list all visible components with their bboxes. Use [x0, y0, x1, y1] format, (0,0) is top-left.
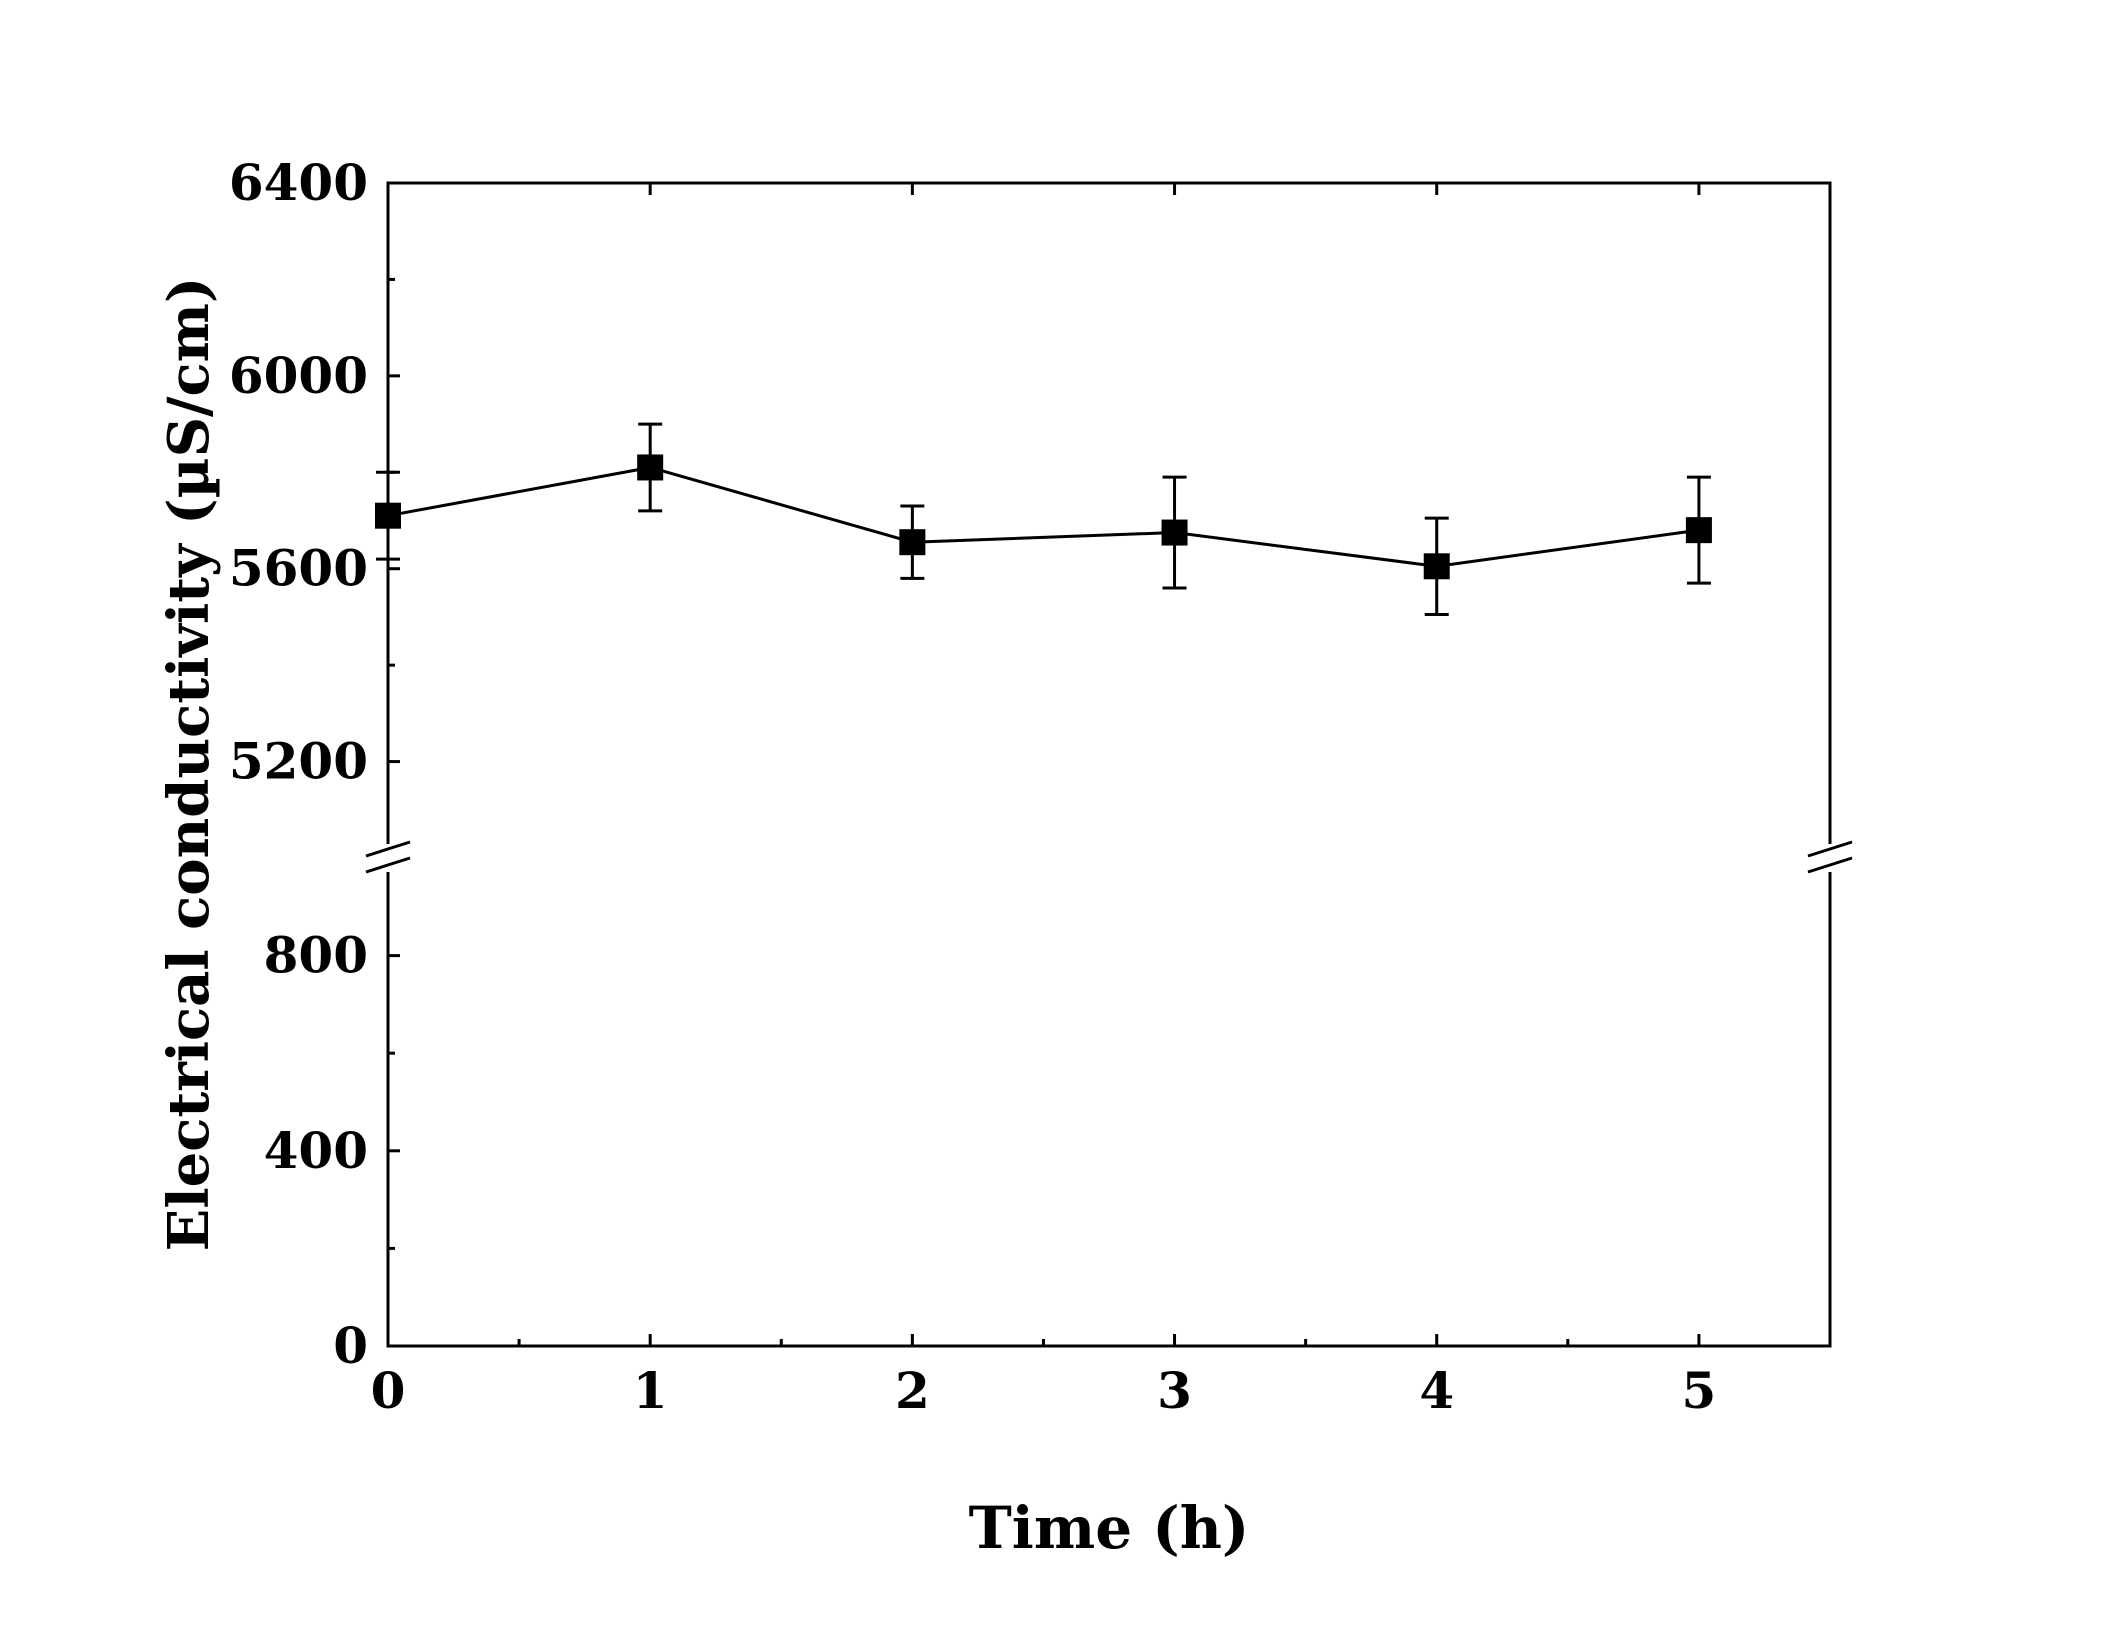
y-axis-break-right [1807, 840, 1853, 874]
plot-frame [386, 181, 1832, 1348]
data-point-square [375, 502, 401, 529]
x-axis-label: Time (h) [969, 1494, 1250, 1562]
data-point-square [637, 454, 664, 481]
axis-break-slash [1807, 840, 1853, 858]
y-axis-ticks: 0 400 800 5200 5600 6000 6400 [229, 153, 400, 1375]
x-tick-label: 4 [1419, 1361, 1454, 1420]
data-point-square [899, 529, 926, 556]
y-tick-label: 5200 [229, 732, 368, 791]
series-layer [375, 422, 1712, 617]
data-point-square [1685, 517, 1712, 544]
y-tick-label: 0 [333, 1316, 368, 1375]
x-tick-label: 2 [895, 1361, 930, 1420]
series-line [387, 465, 1700, 568]
x-tick-label: 1 [633, 1361, 668, 1420]
x-tick-label: 5 [1682, 1361, 1717, 1420]
data-point-square [1161, 519, 1188, 546]
x-tick-label: 0 [371, 1361, 406, 1420]
y-tick-label: 6400 [229, 153, 368, 212]
y-tick-label: 5600 [229, 539, 368, 598]
data-point-square [1423, 553, 1450, 580]
y-tick-label: 400 [264, 1121, 368, 1180]
y-tick-label: 800 [264, 926, 368, 985]
x-tick-label: 3 [1157, 1361, 1192, 1420]
x-axis-ticks: 0 1 2 3 4 5 [371, 183, 1832, 1420]
y-axis-break-left [365, 840, 411, 874]
axis-break-slash [1807, 856, 1853, 874]
axis-break-slash [365, 840, 411, 858]
axis-break-slash [365, 856, 411, 874]
y-axis-label: Electrical conductivity (µS/cm) [156, 277, 222, 1252]
y-tick-label: 6000 [229, 346, 368, 405]
